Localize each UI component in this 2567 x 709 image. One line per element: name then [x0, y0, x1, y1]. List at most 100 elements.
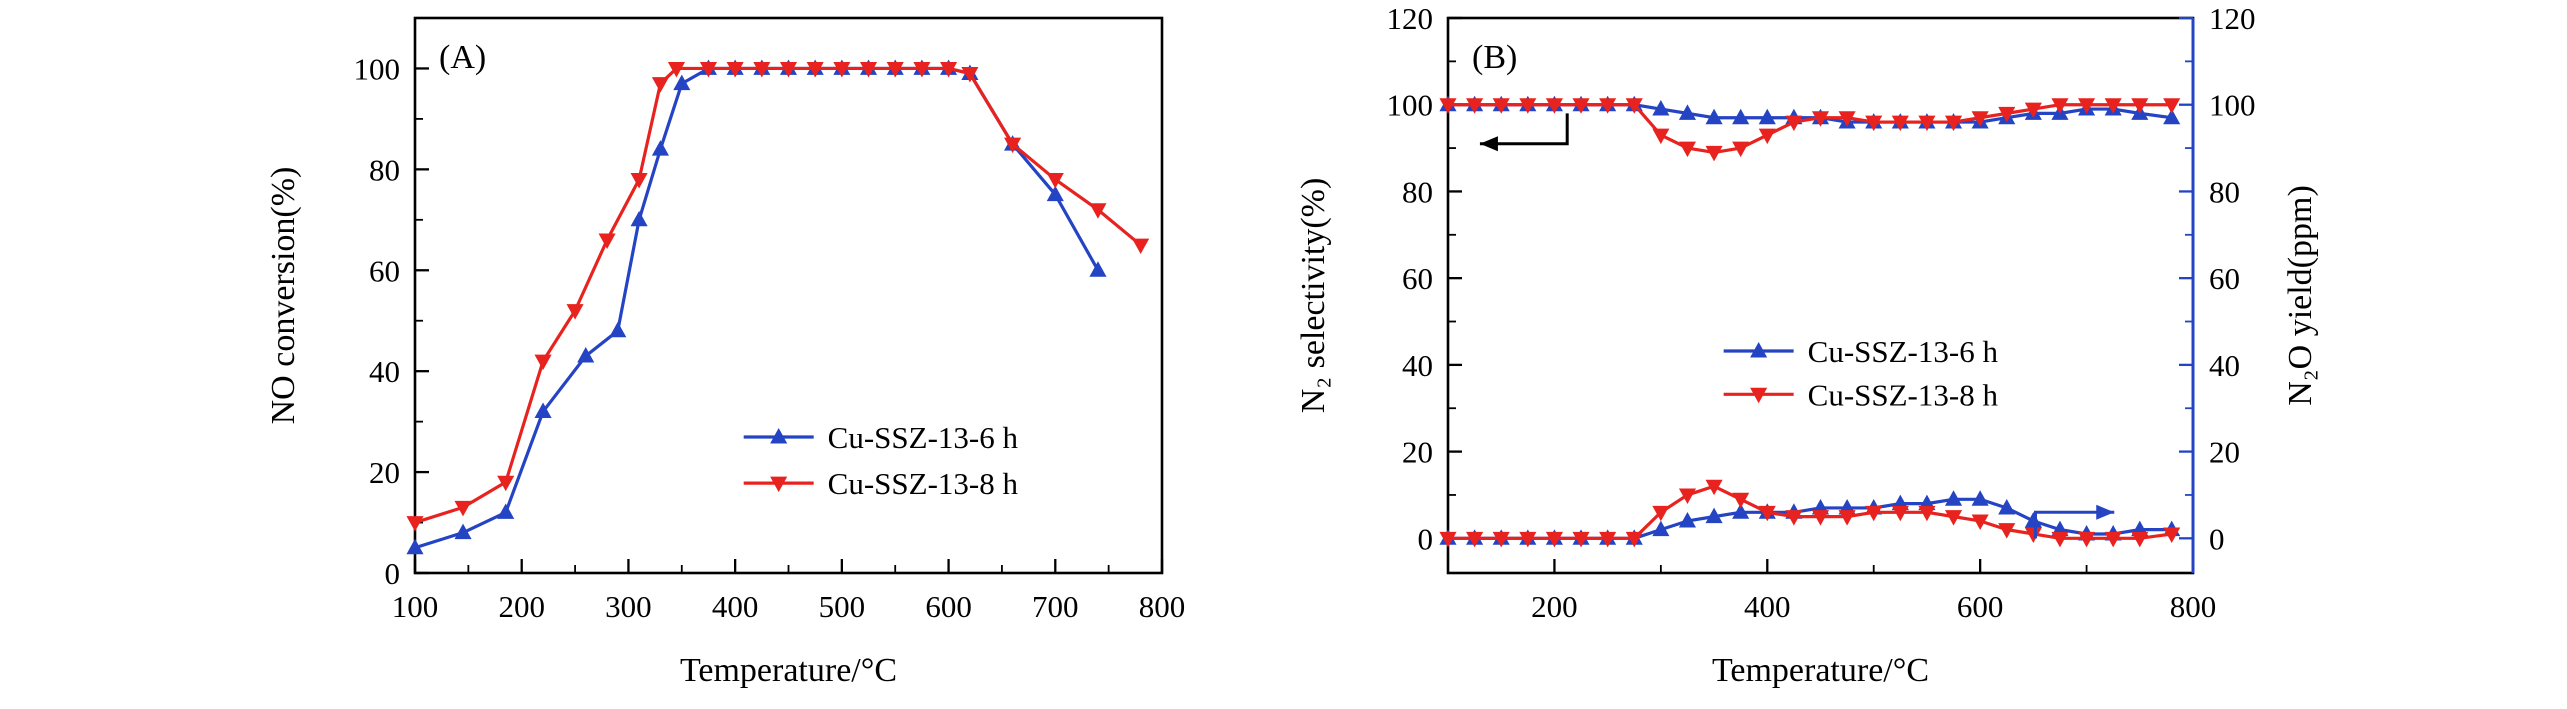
- x-tick-label: 100: [392, 589, 439, 624]
- triangle-up-marker-icon: [534, 402, 552, 419]
- triangle-down-marker-icon: [1918, 505, 1936, 522]
- triangle-down-marker-icon: [1732, 141, 1750, 158]
- triangle-down-marker-icon: [726, 61, 744, 78]
- triangle-down-marker-icon: [2051, 531, 2069, 548]
- triangle-down-marker-icon: [1625, 98, 1643, 114]
- triangle-down-marker-icon: [454, 500, 472, 517]
- legend-label: Cu-SSZ-13-6 h: [1808, 334, 1999, 369]
- triangle-down-marker-icon: [1466, 98, 1484, 114]
- triangle-down-marker-icon: [1811, 111, 1830, 127]
- triangle-down-marker-icon: [886, 61, 904, 78]
- triangle-down-marker-icon: [2131, 531, 2149, 548]
- triangle-down-marker-icon: [1998, 523, 2016, 539]
- triangle-up-marker-icon: [1089, 261, 1107, 277]
- right-y-axis-title: N₂O yield(ppm): [2282, 185, 2319, 406]
- triangle-down-marker-icon: [833, 61, 851, 78]
- triangle-up-marker-icon: [1971, 490, 1989, 506]
- triangle-down-marker-icon: [2131, 98, 2149, 114]
- triangle-up-marker-icon: [651, 140, 669, 156]
- triangle-down-marker-icon: [2163, 98, 2181, 114]
- x-tick-label: 200: [498, 589, 545, 624]
- triangle-down-marker-icon: [1944, 510, 1963, 526]
- series-line: [1448, 484, 2172, 540]
- triangle-down-marker-icon: [1625, 531, 1643, 548]
- triangle-up-marker-icon: [1678, 511, 1697, 528]
- right-y-tick-label: 80: [2209, 174, 2240, 209]
- triangle-down-marker-icon: [1439, 98, 1457, 114]
- triangle-down-marker-icon: [770, 476, 788, 493]
- triangle-up-marker-icon: [1046, 185, 1064, 202]
- triangle-up-marker-icon: [2163, 108, 2181, 125]
- x-tick-label: 800: [2170, 589, 2217, 624]
- triangle-down-marker-icon: [1998, 106, 2016, 123]
- x-tick-label: 700: [1032, 589, 1079, 624]
- triangle-down-marker-icon: [2104, 98, 2122, 114]
- triangle-down-marker-icon: [1519, 531, 1537, 548]
- triangle-down-marker-icon: [2078, 531, 2096, 548]
- triangle-down-marker-icon: [806, 61, 824, 78]
- triangle-up-marker-icon: [1750, 342, 1768, 358]
- triangle-down-marker-icon: [1838, 510, 1856, 526]
- triangle-down-marker-icon: [1652, 505, 1670, 522]
- right-y-tick-label: 100: [2209, 88, 2256, 123]
- triangle-down-marker-icon: [913, 61, 931, 78]
- triangle-up-marker-icon: [1758, 108, 1776, 125]
- right-y-tick-label: 60: [2209, 261, 2240, 296]
- triangle-down-marker-icon: [2163, 527, 2181, 543]
- triangle-down-marker-icon: [1785, 115, 1803, 132]
- triangle-up-marker-icon: [1732, 503, 1750, 519]
- triangle-down-marker-icon: [1652, 128, 1670, 145]
- y-tick-label: 20: [369, 455, 400, 490]
- y-tick-label: 0: [385, 556, 401, 591]
- triangle-down-marker-icon: [1705, 145, 1723, 162]
- triangle-down-marker-icon: [1750, 387, 1768, 404]
- triangle-down-marker-icon: [1811, 510, 1830, 526]
- triangle-down-marker-icon: [1439, 531, 1457, 548]
- x-tick-label: 600: [1957, 589, 2004, 624]
- series-line: [1448, 103, 2172, 155]
- triangle-up-marker-icon: [1944, 490, 1963, 506]
- triangle-down-marker-icon: [651, 77, 669, 93]
- triangle-down-marker-icon: [1046, 172, 1064, 189]
- triangle-down-marker-icon: [699, 61, 718, 78]
- triangle-down-marker-icon: [1891, 505, 1909, 522]
- y-tick-label: 60: [369, 253, 400, 288]
- triangle-up-marker-icon: [1652, 100, 1670, 116]
- triangle-down-marker-icon: [1004, 137, 1022, 154]
- left-axis-indicator-arrow: [1479, 113, 1569, 146]
- y-tick-label: 40: [1402, 348, 1433, 383]
- triangle-down-marker-icon: [859, 61, 878, 78]
- triangle-up-marker-icon: [673, 74, 691, 91]
- chart-panel-b: 200 400 600 800 0 20 40 60 80 100 120 0 20 40 60 80 100 1…: [1295, 1, 2319, 689]
- triangle-down-marker-icon: [1599, 98, 1617, 114]
- triangle-down-marker-icon: [1785, 510, 1803, 526]
- triangle-down-marker-icon: [1519, 98, 1537, 114]
- triangle-down-marker-icon: [1545, 98, 1563, 114]
- triangle-up-marker-icon: [630, 210, 648, 227]
- right-axis-indicator-arrow-head-icon: [2096, 504, 2115, 520]
- triangle-down-marker-icon: [667, 61, 685, 78]
- triangle-up-marker-icon: [1705, 507, 1723, 524]
- x-tick-label: 300: [605, 589, 652, 624]
- left-axis-indicator-arrow-head-icon: [1479, 136, 1498, 152]
- triangle-up-marker-icon: [454, 523, 472, 540]
- triangle-up-marker-icon: [770, 428, 788, 444]
- triangle-down-marker-icon: [1089, 203, 1107, 219]
- triangle-down-marker-icon: [1732, 492, 1750, 509]
- triangle-down-marker-icon: [1865, 115, 1883, 132]
- triangle-down-marker-icon: [1705, 479, 1723, 496]
- triangle-down-marker-icon: [1758, 505, 1776, 522]
- triangle-down-marker-icon: [961, 67, 979, 83]
- y-tick-label: 120: [1387, 1, 1434, 36]
- x-tick-label: 400: [712, 589, 759, 624]
- triangle-down-marker-icon: [1572, 531, 1590, 548]
- triangle-down-marker-icon: [1132, 238, 1150, 255]
- right-y-tick-label: 120: [2209, 1, 2256, 36]
- triangle-down-marker-icon: [1971, 111, 1989, 127]
- y-axis-title: N₂ selectivity(%): [1295, 178, 1332, 414]
- plot-border: [413, 16, 1164, 575]
- triangle-down-marker-icon: [1865, 505, 1883, 522]
- triangle-down-marker-icon: [1891, 115, 1909, 132]
- legend-label: Cu-SSZ-13-8 h: [828, 466, 1019, 501]
